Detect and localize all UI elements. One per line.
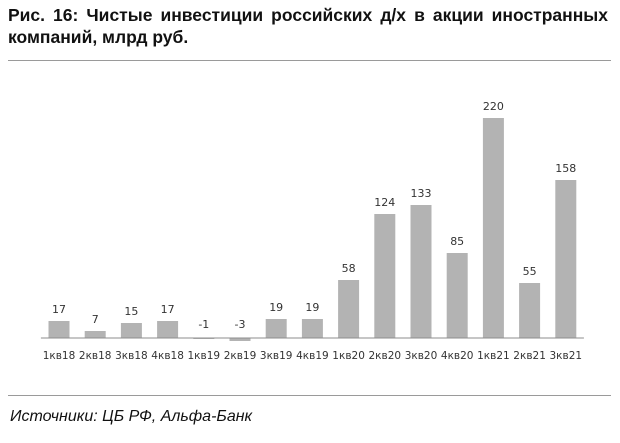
- data-label-3кв18: 15: [124, 305, 138, 318]
- data-label-2кв18: 7: [92, 313, 99, 326]
- bar-3кв19: [265, 319, 287, 338]
- bottom-rule: [8, 395, 611, 396]
- bar-2кв21: [519, 283, 541, 338]
- data-label-2кв19: -3: [235, 318, 246, 331]
- data-label-3кв21: 158: [555, 162, 576, 175]
- data-label-2кв21: 55: [523, 265, 537, 278]
- bar-3кв18: [120, 323, 142, 338]
- data-label-3кв19: 19: [269, 301, 283, 314]
- bar-1кв20: [338, 280, 360, 338]
- x-tick-2кв18: 2кв18: [79, 350, 112, 362]
- source-note: Источники: ЦБ РФ, Альфа-Банк: [10, 408, 253, 425]
- figure-title: Рис. 16: Чистые инвестиции российских д/…: [8, 5, 608, 47]
- data-label-1кв21: 220: [483, 100, 504, 113]
- bar-4кв19: [301, 319, 323, 338]
- bar-4кв20: [446, 253, 468, 338]
- x-tick-3кв19: 3кв19: [260, 350, 293, 362]
- bar-3кв21: [555, 180, 577, 338]
- data-label-1кв20: 58: [342, 262, 356, 275]
- x-tick-4кв18: 4кв18: [151, 350, 184, 362]
- bar-1кв18: [48, 321, 70, 338]
- bar-4кв18: [157, 321, 179, 338]
- bar-3кв20: [410, 205, 432, 338]
- x-tick-4кв19: 4кв19: [296, 350, 329, 362]
- x-tick-2кв21: 2кв21: [513, 350, 546, 362]
- x-tick-3кв18: 3кв18: [115, 350, 148, 362]
- data-labels-group: 17 7 15 17 -1 -3 19 19 58 124 133 85 220 55 158: [52, 100, 576, 331]
- bar-2кв18: [84, 331, 106, 338]
- data-label-1кв19: -1: [198, 318, 209, 331]
- bars-group: [48, 118, 577, 341]
- top-rule: [8, 60, 611, 61]
- x-tick-1кв18: 1кв18: [43, 350, 76, 362]
- data-label-3кв20: 133: [411, 187, 432, 200]
- bar-2кв19: [229, 338, 251, 341]
- x-tick-1кв20: 1кв20: [332, 350, 365, 362]
- data-label-2кв20: 124: [374, 196, 395, 209]
- x-tick-4кв20: 4кв20: [441, 350, 474, 362]
- data-label-4кв19: 19: [305, 301, 319, 314]
- x-tick-labels-group: 1кв18 2кв18 3кв18 4кв18 1кв19 2кв19 3кв19 4кв19…: [43, 350, 582, 362]
- bar-1кв21: [482, 118, 504, 338]
- x-tick-1кв21: 1кв21: [477, 350, 510, 362]
- data-label-4кв18: 17: [161, 303, 175, 316]
- x-tick-1кв19: 1кв19: [188, 350, 221, 362]
- data-label-4кв20: 85: [450, 235, 464, 248]
- data-label-1кв18: 17: [52, 303, 66, 316]
- x-tick-3кв21: 3кв21: [550, 350, 583, 362]
- bar-2кв20: [374, 214, 396, 338]
- x-tick-3кв20: 3кв20: [405, 350, 438, 362]
- x-tick-2кв19: 2кв19: [224, 350, 257, 362]
- x-tick-2кв20: 2кв20: [369, 350, 402, 362]
